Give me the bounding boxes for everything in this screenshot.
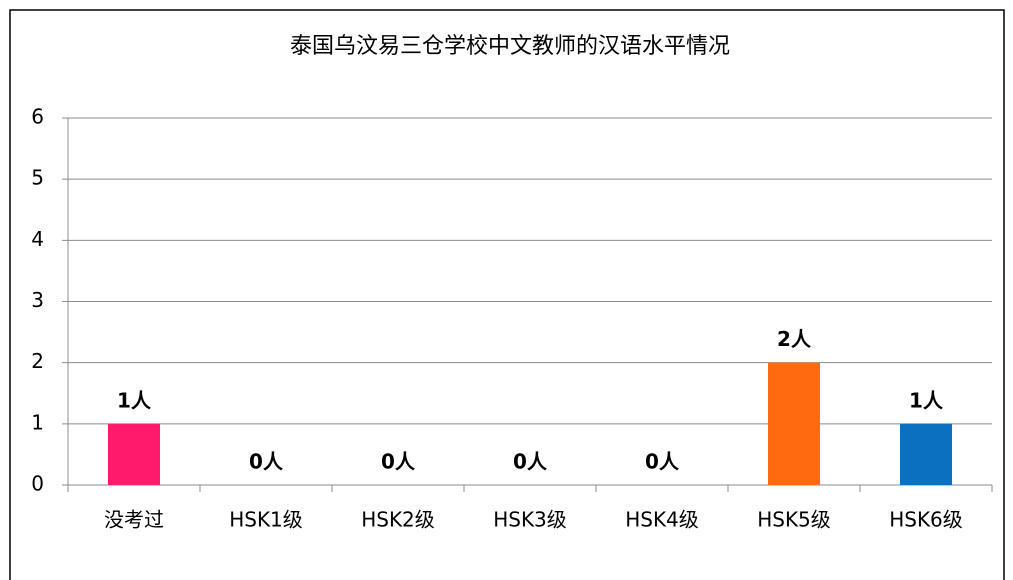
x-tick-label: HSK5级: [757, 508, 831, 532]
value-label: 0人: [513, 450, 548, 474]
x-tick-label: HSK3级: [493, 508, 567, 532]
y-tick-label: 6: [31, 105, 44, 129]
bar: [108, 423, 160, 485]
value-label: 0人: [381, 450, 416, 474]
y-tick-label: 5: [31, 166, 44, 190]
value-label: 0人: [645, 450, 680, 474]
bar: [900, 423, 952, 485]
y-tick-label: 4: [31, 227, 44, 251]
y-tick-label: 2: [31, 349, 44, 373]
value-label: 1人: [117, 388, 152, 412]
y-tick-label: 3: [31, 288, 44, 312]
value-label: 0人: [249, 450, 284, 474]
x-tick-label: 没考过: [104, 508, 164, 532]
chart-frame: [9, 9, 1005, 580]
chart-title: 泰国乌汶易三仓学校中文教师的汉语水平情况: [290, 34, 730, 59]
x-tick-label: HSK2级: [361, 508, 435, 532]
bar: [768, 362, 820, 485]
y-tick-label: 1: [31, 410, 44, 434]
x-tick-label: HSK6级: [889, 508, 963, 532]
x-tick-label: HSK4级: [625, 508, 699, 532]
y-tick-label: 0: [31, 472, 44, 496]
x-tick-label: HSK1级: [229, 508, 303, 532]
value-label: 1人: [909, 388, 944, 412]
value-label: 2人: [777, 327, 812, 351]
